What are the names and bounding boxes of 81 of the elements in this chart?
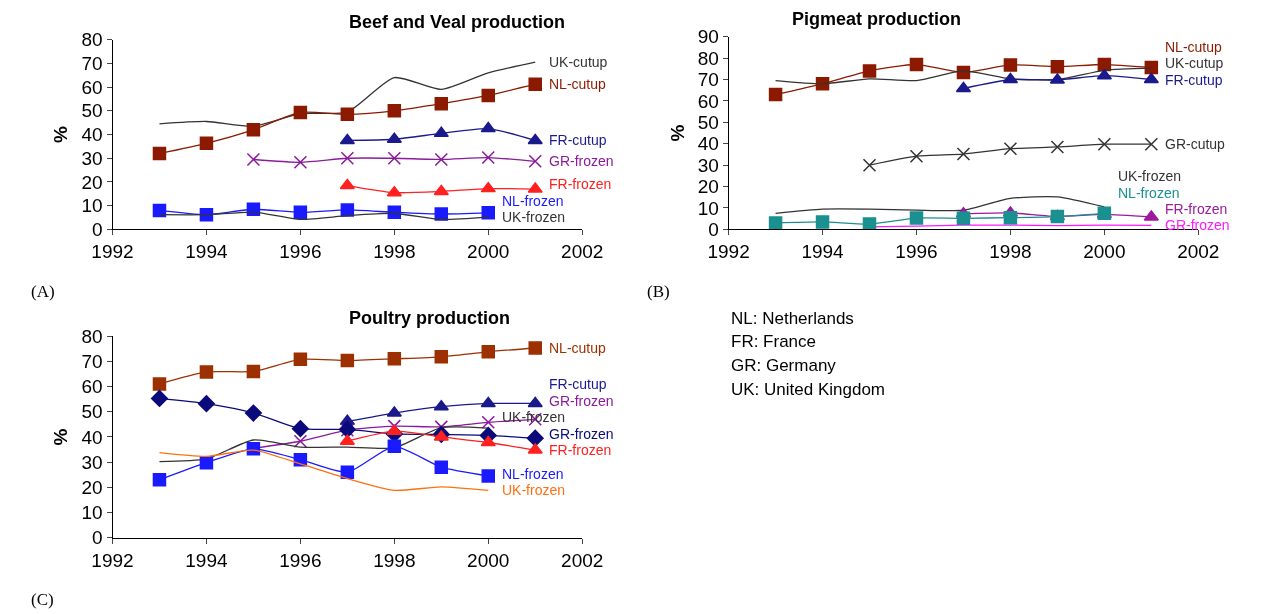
y-axis-title: % [666,124,688,142]
y-tick-label: 60 [697,90,719,112]
x-tick-label: 1996 [279,549,322,571]
series-label: UK-cutup [1165,55,1224,71]
text: (C) [31,590,54,609]
text: FR: France [731,332,817,351]
series-label: GR-frozen [1165,217,1230,233]
x-tick-label: 2002 [1177,241,1220,263]
series-label: NL-cutup [549,76,607,92]
x-tick-label: 1994 [185,549,228,571]
text: (A) [31,282,55,301]
y-tick-label: 80 [81,325,103,347]
y-tick-label: 30 [81,147,103,169]
y-tick-label: 0 [708,219,719,241]
x-tick-label: 1992 [91,549,134,571]
y-tick-label: 20 [81,171,103,193]
y-tick-label: 10 [81,502,103,524]
y-tick-label: 30 [697,154,719,176]
series-label: GR-frozen [549,153,614,169]
text: GR: Germany [731,356,837,375]
text: NL: Netherlands [731,309,854,328]
x-tick-label: 1998 [989,241,1032,263]
series-label: GR-frozen [549,393,614,409]
y-tick-label: 40 [697,133,719,155]
x-tick-label: 1996 [895,241,938,263]
x-tick-label: 1996 [279,241,322,263]
y-tick-label: 80 [697,47,719,69]
x-tick-label: 2000 [467,549,510,571]
x-tick-label: 1992 [707,241,750,263]
y-tick-label: 70 [81,351,103,372]
x-tick-label: 2000 [1083,241,1126,263]
series-label: NL-frozen [1118,185,1180,201]
series-label: UK-cutup [549,54,608,70]
y-axis-title: % [50,428,72,446]
series-label: UK-frozen [502,209,566,225]
x-tick-label: 1994 [801,241,845,263]
y-tick-label: 50 [81,401,103,423]
y-tick-label: 20 [81,477,103,499]
y-tick-label: 70 [81,53,103,75]
y-tick-label: 0 [92,219,103,241]
y-tick-label: 0 [92,527,103,549]
series-label: NL-cutup [1165,39,1223,55]
x-tick-label: 2000 [467,241,510,263]
y-axis-title: % [50,125,72,143]
y-tick-label: 40 [81,124,103,146]
series-label: UK-frozen [1118,168,1182,184]
series-label: NL-frozen [502,193,564,209]
y-tick-label: 40 [81,426,103,448]
y-tick-label: 10 [81,195,103,217]
x-tick-label: 1992 [91,241,134,263]
series-label: FR-cutup [549,376,607,392]
y-tick-label: 50 [81,100,103,122]
series-label: FR-frozen [549,442,612,458]
y-tick-label: 10 [697,197,719,219]
y-tick-label: 30 [81,451,103,473]
chart-title: Pigmeat production [792,9,962,29]
x-tick-label: 1998 [373,241,416,263]
series-label: GR-frozen [549,426,614,442]
y-tick-label: 90 [697,26,719,48]
series-label: FR-cutup [549,132,607,148]
y-tick-label: 60 [81,376,103,398]
series-label: GR-cutup [1165,136,1226,152]
series-label: FR-cutup [1165,72,1223,88]
series-label: NL-cutup [549,340,607,356]
y-tick-label: 20 [697,176,719,198]
x-tick-label: 2002 [561,241,604,263]
series-label: FR-frozen [1165,201,1228,217]
chart-title: Poultry production [349,308,510,328]
y-tick-label: 50 [697,112,719,133]
x-tick-label: 2002 [561,549,604,571]
y-tick-label: 70 [697,69,719,91]
x-tick-label: 1994 [185,241,228,263]
chart-title: Beef and Veal production [349,12,566,32]
text: UK: United Kingdom [731,380,886,399]
y-tick-label: 80 [81,29,103,51]
series-label: UK-frozen [502,482,566,498]
series-label: NL-frozen [502,466,564,482]
x-tick-label: 1998 [373,549,416,571]
y-tick-label: 60 [81,76,103,98]
text: (B) [647,282,670,301]
series-label: FR-frozen [549,176,612,192]
